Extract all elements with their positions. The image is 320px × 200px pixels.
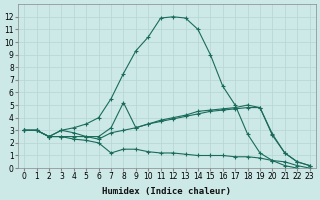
- X-axis label: Humidex (Indice chaleur): Humidex (Indice chaleur): [102, 187, 231, 196]
